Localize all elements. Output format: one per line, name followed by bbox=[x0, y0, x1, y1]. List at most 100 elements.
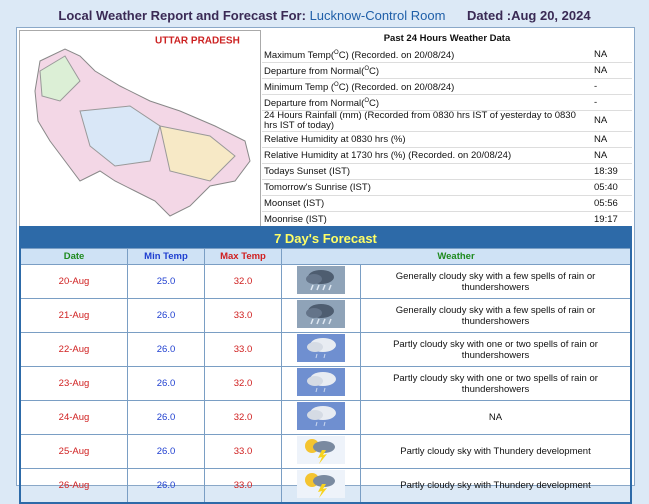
map-region bbox=[159, 125, 236, 182]
icon-part bbox=[307, 342, 323, 352]
weather-description: Partly cloudy sky with one or two spells… bbox=[360, 366, 632, 401]
max-temp: 32.0 bbox=[204, 400, 282, 435]
past-value: - bbox=[592, 94, 632, 111]
column-header: Max Temp bbox=[204, 248, 282, 265]
icon-part bbox=[315, 353, 318, 359]
past-label: Relative Humidity at 1730 hrs (%) (Recor… bbox=[262, 147, 592, 164]
icon-part bbox=[310, 318, 332, 325]
icon-part bbox=[306, 274, 322, 284]
forecast-table: 7 Day's Forecast Date Min Temp Max Temp Weat… bbox=[19, 226, 632, 504]
max-temp: 32.0 bbox=[204, 366, 282, 401]
max-temp: 33.0 bbox=[204, 468, 282, 504]
label-text: C) bbox=[368, 66, 380, 78]
icon-part bbox=[307, 410, 323, 420]
past-row: Moonset (IST) 05:56 bbox=[262, 195, 632, 212]
state-map: UTTAR PRADESH bbox=[19, 30, 261, 228]
weather-description: Partly cloudy sky with Thundery developm… bbox=[360, 468, 632, 504]
weather-icon-cell bbox=[281, 332, 361, 367]
past-value: NA bbox=[592, 62, 632, 79]
forecast-row: 21-Aug 26.0 33.0 Generally cloudy sky with … bbox=[19, 298, 632, 333]
label-text: Relative Humidity at 0830 hrs (%) bbox=[264, 133, 406, 145]
past-value: - bbox=[592, 78, 632, 95]
forecast-row: 25-Aug 26.0 33.0 Partly cloudy sky with Thu… bbox=[19, 434, 632, 469]
weather-icon bbox=[297, 300, 345, 328]
icon-part bbox=[315, 387, 326, 393]
label-superscript: O bbox=[334, 49, 339, 56]
past-row: Relative Humidity at 0830 hrs (%) NA bbox=[262, 131, 632, 148]
weather-icon bbox=[297, 470, 345, 498]
forecast-body: 7 Day's Forecast Date Min Temp Max Temp Weat… bbox=[19, 226, 632, 504]
forecast-title-row: 7 Day's Forecast bbox=[19, 226, 632, 249]
past-label: Maximum Temp(OC) (Recorded. on 20/08/24) bbox=[262, 47, 592, 63]
column-header: Weather bbox=[281, 248, 632, 265]
weather-description: Partly cloudy sky with Thundery developm… bbox=[360, 434, 632, 469]
past-label: Tomorrow's Sunrise (IST) bbox=[262, 179, 592, 196]
label-text: C) (Recorded. on 20/08/24) bbox=[338, 82, 455, 94]
forecast-date: 25-Aug bbox=[19, 434, 128, 469]
label-superscript: O bbox=[364, 65, 369, 72]
icon-part bbox=[323, 421, 326, 427]
weather-icon-cell bbox=[281, 264, 361, 299]
weather-icon bbox=[297, 436, 345, 464]
past-title-row: Past 24 Hours Weather Data bbox=[262, 30, 632, 47]
min-temp: 26.0 bbox=[127, 332, 205, 367]
min-temp: 25.0 bbox=[127, 264, 205, 299]
icon-part bbox=[315, 387, 318, 393]
forecast-date: 26-Aug bbox=[19, 468, 128, 504]
past-label: Todays Sunset (IST) bbox=[262, 163, 592, 180]
icon-part bbox=[313, 475, 335, 487]
label-superscript: O bbox=[334, 81, 339, 88]
label-text: C) (Recorded. on 20/08/24) bbox=[338, 50, 455, 62]
icon-part bbox=[323, 387, 326, 393]
icon-part bbox=[323, 353, 326, 359]
icon-part bbox=[313, 441, 335, 453]
past-value: NA bbox=[592, 147, 632, 164]
weather-icon-cell bbox=[281, 434, 361, 469]
past-row: Departure from Normal(OC) - bbox=[262, 94, 632, 111]
min-temp: 26.0 bbox=[127, 298, 205, 333]
min-temp: 26.0 bbox=[127, 468, 205, 504]
past-row: Todays Sunset (IST) 18:39 bbox=[262, 163, 632, 180]
past-value: 05:40 bbox=[592, 179, 632, 196]
title: Local Weather Report and Forecast For: bbox=[58, 8, 306, 23]
icon-part bbox=[316, 284, 320, 291]
past-row: Minimum Temp (OC) (Recorded. on 20/08/24… bbox=[262, 78, 632, 95]
label-text: Maximum Temp( bbox=[264, 50, 335, 62]
icon-part bbox=[318, 450, 327, 464]
past-row: Maximum Temp(OC) (Recorded. on 20/08/24)… bbox=[262, 47, 632, 63]
label-text: Moonset (IST) bbox=[264, 197, 325, 209]
past-label: Relative Humidity at 0830 hrs (%) bbox=[262, 131, 592, 148]
past-row: 24 Hours Rainfall (mm) (Recorded from 08… bbox=[262, 110, 632, 132]
min-temp: 26.0 bbox=[127, 366, 205, 401]
weather-description: NA bbox=[360, 400, 632, 435]
icon-part bbox=[328, 284, 332, 291]
icon-part bbox=[322, 318, 326, 325]
label-text: Tomorrow's Sunrise (IST) bbox=[264, 181, 371, 193]
icon-part bbox=[310, 284, 332, 291]
map-region bbox=[79, 105, 161, 167]
past-value: 05:56 bbox=[592, 195, 632, 212]
past-value: NA bbox=[592, 131, 632, 148]
weather-icon bbox=[297, 334, 345, 362]
forecast-date: 21-Aug bbox=[19, 298, 128, 333]
max-temp: 33.0 bbox=[204, 434, 282, 469]
past-label: Minimum Temp (OC) (Recorded. on 20/08/24… bbox=[262, 78, 592, 95]
label-text: C) bbox=[368, 98, 380, 110]
label-text: Todays Sunset (IST) bbox=[264, 165, 351, 177]
past-label: Moonset (IST) bbox=[262, 195, 592, 212]
icon-part bbox=[307, 376, 323, 386]
weather-icon-cell bbox=[281, 400, 361, 435]
past-label: 24 Hours Rainfall (mm) (Recorded from 08… bbox=[262, 110, 592, 132]
min-temp: 26.0 bbox=[127, 400, 205, 435]
max-temp: 33.0 bbox=[204, 332, 282, 367]
past-row: Tomorrow's Sunrise (IST) 05:40 bbox=[262, 179, 632, 196]
map-label: UTTAR PRADESH bbox=[155, 36, 240, 47]
weather-icon-cell bbox=[281, 298, 361, 333]
icon-part bbox=[316, 318, 320, 325]
label-text: Relative Humidity at 1730 hrs (%) (Recor… bbox=[264, 149, 512, 161]
header: Local Weather Report and Forecast For: L… bbox=[0, 8, 649, 23]
weather-icon bbox=[297, 368, 345, 396]
past-value: 18:39 bbox=[592, 163, 632, 180]
icon-part bbox=[315, 353, 326, 359]
icon-part bbox=[310, 318, 314, 325]
